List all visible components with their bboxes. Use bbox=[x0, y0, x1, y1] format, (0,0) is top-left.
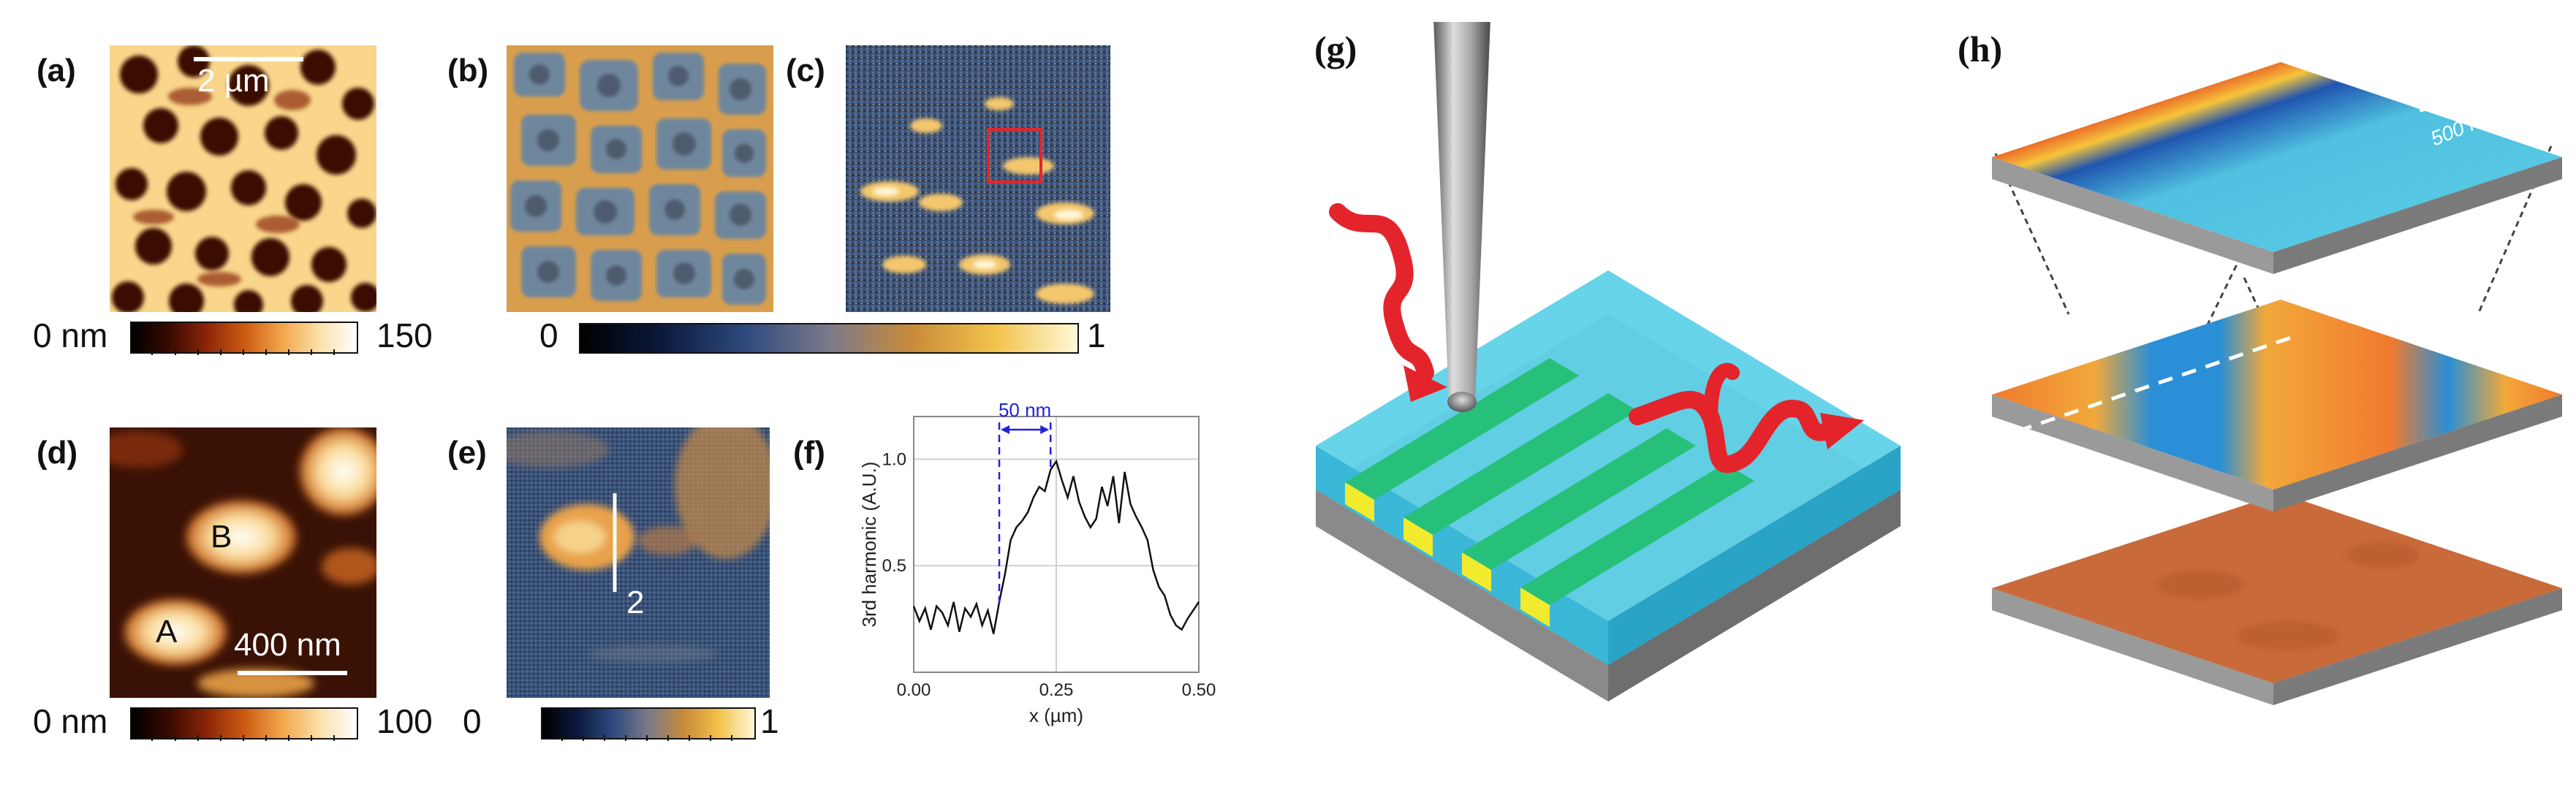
annotation-arrowhead-right bbox=[1040, 425, 1050, 434]
region-of-interest-box bbox=[987, 128, 1042, 183]
colorbar-snom-e bbox=[541, 707, 756, 740]
topography-layer bbox=[1992, 493, 2562, 705]
panel-label-g: (g) bbox=[1314, 28, 1357, 69]
x-tick-label: 0.25 bbox=[1039, 680, 1074, 700]
panel-label-d: (d) bbox=[37, 435, 78, 471]
annotation-arrowhead-left bbox=[1001, 425, 1009, 434]
time-resolved-stack: Time 500 nm bbox=[1992, 38, 2562, 705]
region-label-a: A bbox=[156, 614, 178, 650]
scale-bar-d bbox=[238, 671, 347, 675]
colorbar-max-c: 1 bbox=[1087, 316, 1106, 354]
colorbar-min-d: 0 nm bbox=[33, 702, 108, 740]
x-tick-label: 0.50 bbox=[1182, 680, 1216, 700]
panel-label-h: (h) bbox=[1958, 28, 2003, 69]
harmonic-profile-chart: 0.00 0.25 0.50 0.5 1.0 x (µm) 3rd harmonic (A.… bbox=[858, 399, 1216, 726]
time-axis-label: Time bbox=[2053, 38, 2103, 77]
snom-image-e bbox=[507, 427, 770, 698]
snom-image-b bbox=[507, 45, 773, 312]
panel-label-e: (e) bbox=[447, 435, 487, 471]
panel-label-a: (a) bbox=[37, 53, 76, 88]
colorbar-max-a: 150 bbox=[376, 316, 433, 354]
colorbar-ticks-d bbox=[151, 735, 335, 741]
afm-topography-image-a bbox=[110, 45, 376, 312]
scale-bar-label-d: 400 nm bbox=[234, 627, 341, 663]
time-evolution-layer bbox=[1992, 50, 2562, 274]
panel-label-f: (f) bbox=[793, 435, 825, 471]
snom-image-c bbox=[846, 45, 1110, 312]
colorbar-snom-c bbox=[579, 323, 1079, 354]
x-tick-label: 0.00 bbox=[897, 680, 931, 700]
plot-frame bbox=[913, 416, 1200, 673]
near-field-map-layer bbox=[1992, 300, 2562, 512]
waveguide-stripes bbox=[1345, 358, 1754, 627]
series-line bbox=[912, 459, 1200, 634]
region-label-b: B bbox=[211, 519, 232, 555]
scale-bar-label-a: 2 µm bbox=[197, 63, 270, 99]
y-axis-label: 3rd harmonic (A.U.) bbox=[858, 462, 880, 628]
x-axis-label: x (µm) bbox=[1029, 704, 1083, 726]
profile-line-label: 2 bbox=[626, 585, 645, 620]
y-tick-label: 1.0 bbox=[882, 449, 906, 469]
panel-label-b: (b) bbox=[447, 53, 489, 88]
incident-light-arrow bbox=[1329, 203, 1434, 381]
tip-illumination-schematic bbox=[1316, 22, 1901, 702]
colorbar-max-e: 1 bbox=[760, 702, 779, 740]
scattered-light-arrow bbox=[1629, 390, 1836, 474]
afm-tip bbox=[1433, 22, 1490, 412]
colorbar-ticks-a bbox=[151, 349, 335, 355]
colorbar-ticks-e bbox=[561, 735, 732, 741]
colorbar-min-c: 0 bbox=[539, 316, 558, 354]
afm-topography-image-d bbox=[110, 427, 376, 698]
colorbar-min-e: 0 bbox=[463, 702, 482, 740]
colorbar-min-a: 0 nm bbox=[33, 316, 108, 354]
panel-label-c: (c) bbox=[786, 53, 825, 88]
scale-bar-a bbox=[194, 57, 303, 61]
colorbar-max-d: 100 bbox=[376, 702, 433, 740]
annotation-label: 50 nm bbox=[999, 399, 1051, 421]
y-tick-label: 0.5 bbox=[882, 556, 906, 576]
